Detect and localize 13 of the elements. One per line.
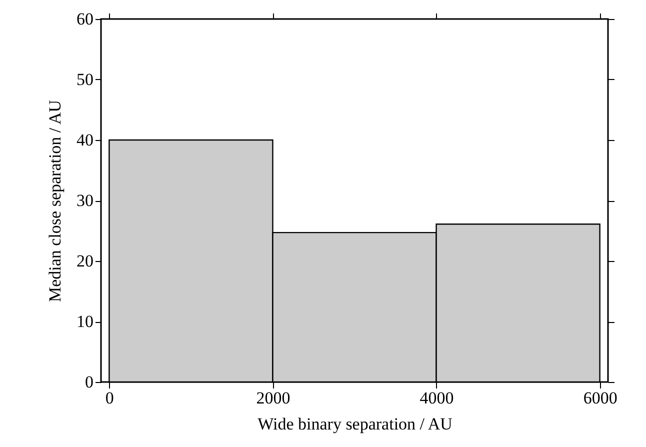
y-axis-title: Median close separation / AU [46,100,64,302]
x-axis-title: Wide binary separation / AU [258,414,452,434]
y-tick-label: 60 [76,10,94,28]
x-tick-label: 2000 [256,388,290,408]
y-tick-label: 50 [76,70,94,89]
y-tick-label: 20 [76,252,94,270]
x-tick-label: 4000 [420,388,454,408]
x-tick-label: 0 [105,388,114,408]
x-tick-label: 6000 [583,388,618,408]
y-tick-label: 30 [76,191,94,210]
y-tick-label: 0 [85,372,94,392]
y-tick-label: 10 [76,312,94,331]
y-tick-label: 40 [76,130,94,150]
